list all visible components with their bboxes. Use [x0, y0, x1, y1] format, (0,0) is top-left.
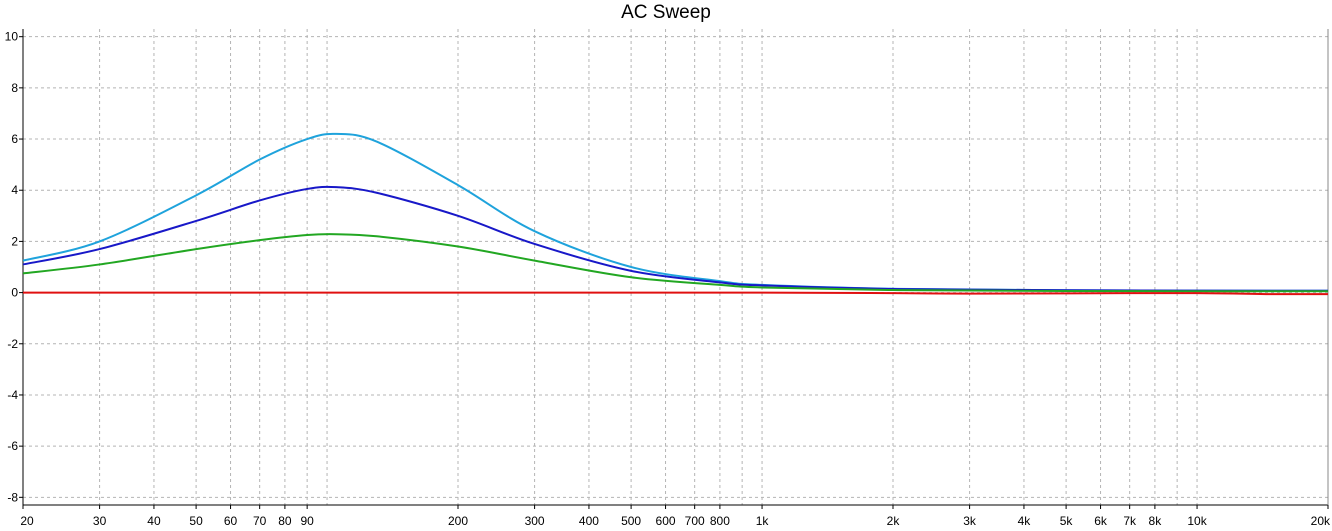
chart-title: AC Sweep [621, 2, 711, 23]
x-tick-label: 5k [1060, 514, 1074, 528]
x-tick-label: 700 [685, 514, 705, 528]
x-tick-label: 4k [1018, 514, 1032, 528]
y-tick-label: -4 [7, 388, 18, 402]
y-tick-label: 2 [11, 234, 18, 248]
y-tick-label: -8 [7, 490, 18, 504]
x-tick-label: 60 [224, 514, 238, 528]
y-tick-label: 4 [11, 183, 18, 197]
x-tick-label: 200 [448, 514, 468, 528]
series-line-3 [22, 233, 1329, 293]
x-tick-label: 50 [189, 514, 203, 528]
x-tick-label: 40 [147, 514, 161, 528]
x-tick-label: 70 [253, 514, 267, 528]
y-tick-label: 6 [11, 132, 18, 146]
x-tick-label: 7k [1123, 514, 1137, 528]
y-tick-label: 0 [11, 286, 18, 300]
x-tick-label: 8k [1149, 514, 1163, 528]
x-tick-label: 20 [20, 514, 34, 528]
x-tick-label: 2k [887, 514, 901, 528]
x-tick-label: 20k [1311, 514, 1331, 528]
x-tick-label: 3k [963, 514, 977, 528]
y-tick-label: 8 [11, 81, 18, 95]
x-tick-label: 10k [1187, 514, 1207, 528]
x-tick-label: 300 [525, 514, 545, 528]
x-tick-label: 1k [756, 514, 770, 528]
x-tick-label: 400 [579, 514, 599, 528]
x-tick-label: 90 [300, 514, 314, 528]
series-line-1 [22, 132, 1329, 292]
x-tick-label: 800 [710, 514, 730, 528]
y-tick-label: -2 [7, 337, 18, 351]
x-tick-label: 80 [278, 514, 292, 528]
series-line-4 [23, 291, 1329, 296]
y-tick-label: 10 [5, 30, 19, 44]
x-tick-label: 30 [93, 514, 107, 528]
x-tick-label: 500 [621, 514, 641, 528]
x-tick-label: 6k [1094, 514, 1108, 528]
x-tick-label: 600 [656, 514, 676, 528]
y-tick-label: -6 [7, 439, 18, 453]
